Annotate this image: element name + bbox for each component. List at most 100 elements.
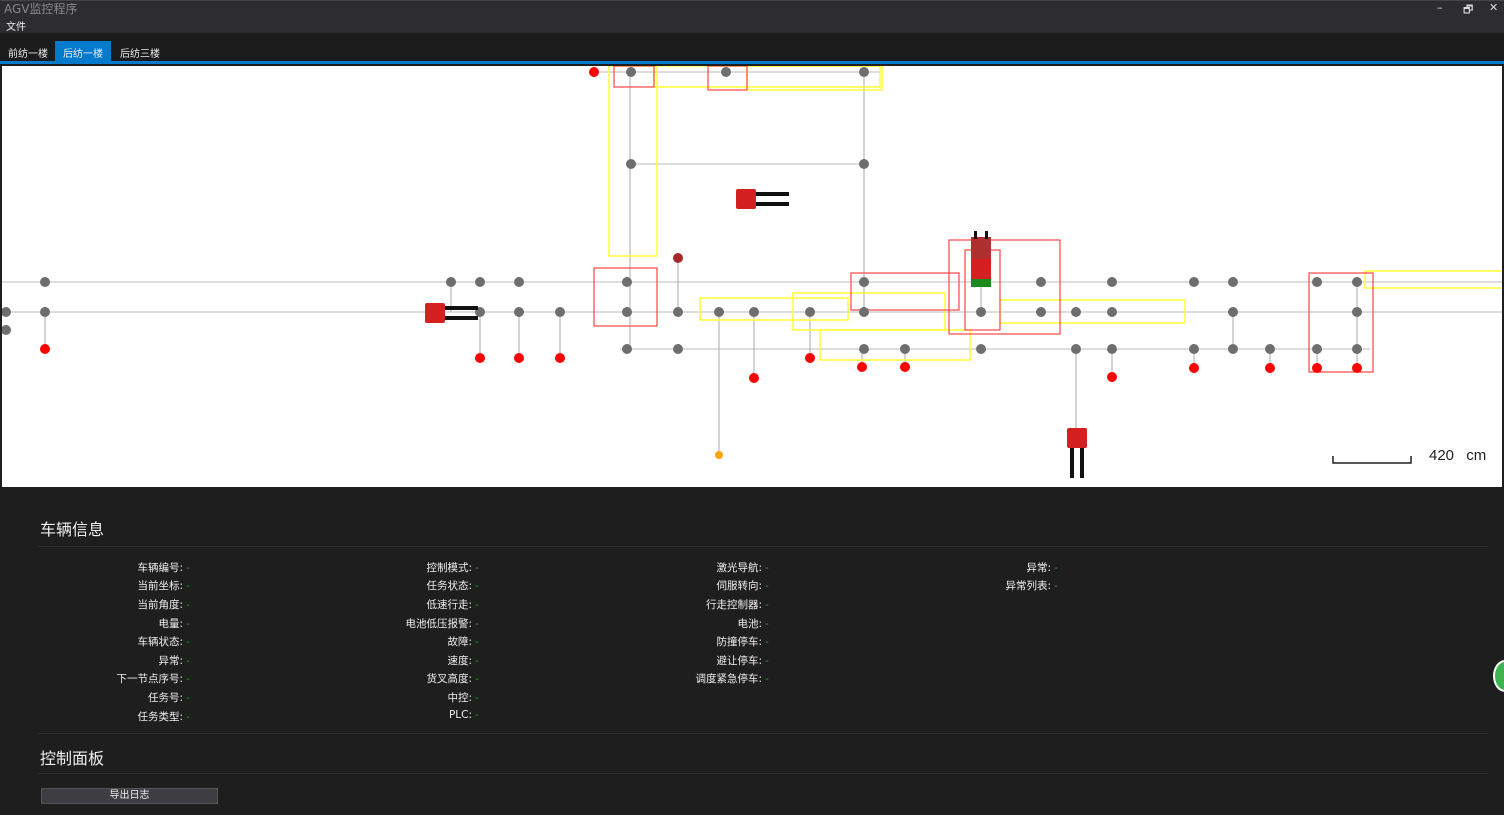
map-node — [859, 159, 869, 169]
info-value: - — [475, 580, 479, 592]
export-log-button[interactable]: 导出日志 — [41, 788, 218, 804]
map-node — [805, 307, 815, 317]
info-label: 行走控制器: — [705, 599, 762, 611]
station-node — [555, 353, 565, 363]
map-node-orange — [715, 451, 723, 459]
menu-bar: 文件 — [0, 16, 1504, 33]
info-value: - — [186, 711, 190, 723]
info-value: - — [475, 692, 479, 704]
map-node — [673, 307, 683, 317]
info-value: - — [186, 636, 190, 648]
info-row: 电池低压报警: - — [352, 616, 478, 631]
info-row: 控制模式: - — [352, 560, 478, 575]
info-value: - — [186, 655, 190, 667]
info-row: 防撞停车: - — [642, 634, 768, 649]
info-label: 异常: — [1026, 562, 1051, 574]
map-node — [1312, 277, 1322, 287]
info-label: 激光导航: — [716, 562, 762, 574]
info-label: 避让停车: — [716, 655, 762, 667]
red-zone — [707, 66, 748, 91]
info-value: - — [186, 618, 190, 630]
info-label: 调度紧急停车: — [695, 673, 762, 685]
tab-back-floor1[interactable]: 后纺一楼 — [55, 41, 111, 61]
close-button[interactable]: ✕ — [1489, 1, 1499, 14]
map-node — [859, 277, 869, 287]
agv-fork — [445, 306, 478, 310]
info-label: 故障: — [447, 636, 472, 648]
info-value: - — [765, 673, 769, 685]
info-row: 电池: - — [642, 616, 768, 631]
map-node — [859, 307, 869, 317]
info-row: 车辆编号: - — [63, 560, 189, 575]
agv-load — [971, 237, 991, 259]
map-node — [1036, 277, 1046, 287]
info-label: 任务状态: — [426, 580, 472, 592]
info-label: 当前坐标: — [137, 580, 183, 592]
minimize-button[interactable]: – — [1437, 1, 1443, 14]
agv-vehicle — [425, 303, 445, 323]
yellow-zone — [699, 297, 849, 321]
info-row: 异常: - — [63, 653, 190, 668]
agv-vehicle — [1067, 428, 1087, 448]
info-label: 中控: — [447, 692, 472, 704]
station-node — [589, 67, 599, 77]
title-bar: AGV监控程序 – 🗗 ✕ — [0, 0, 1504, 16]
station-node — [1352, 363, 1362, 373]
map-node — [1352, 344, 1362, 354]
agv-fork — [974, 231, 977, 239]
restore-button[interactable]: 🗗 — [1463, 3, 1474, 16]
info-row: 避让停车: - — [642, 653, 769, 668]
station-node — [1107, 372, 1117, 382]
side-toggle-button[interactable] — [1493, 660, 1504, 692]
info-value: - — [475, 655, 479, 667]
map-node — [673, 344, 683, 354]
info-row: 电量: - — [63, 616, 190, 631]
info-row: 异常: - — [931, 560, 1057, 575]
tab-back-floor3[interactable]: 后纺三楼 — [120, 49, 160, 60]
station-node — [900, 362, 910, 372]
map-canvas[interactable] — [2, 66, 1502, 487]
agv-fork — [756, 192, 789, 196]
map-node — [2, 325, 11, 335]
floor-tabs: 前纺一楼 后纺一楼 后纺三楼 — [0, 33, 1504, 61]
station-node — [1189, 363, 1199, 373]
agv-vehicle — [971, 259, 991, 279]
map-node — [976, 344, 986, 354]
agv-map[interactable]: 420 cm — [2, 66, 1502, 487]
info-label: 控制模式: — [426, 562, 472, 574]
info-row: 故障: - — [352, 634, 478, 649]
info-value: - — [475, 599, 479, 611]
info-row: 当前角度: - — [63, 597, 189, 612]
tab-front-floor1[interactable]: 前纺一楼 — [8, 49, 48, 60]
info-value: - — [475, 709, 479, 721]
info-row: 任务类型: - — [63, 709, 190, 724]
info-row: 下一节点序号: - — [63, 671, 189, 686]
info-row: 任务状态: - — [352, 578, 479, 593]
info-value: - — [765, 562, 769, 574]
red-zone — [593, 267, 658, 327]
map-node — [1107, 307, 1117, 317]
map-node — [721, 67, 731, 77]
map-node — [1352, 307, 1362, 317]
info-value: - — [765, 655, 769, 667]
station-node — [857, 362, 867, 372]
agv-battery — [971, 279, 991, 287]
info-row: PLC: - — [352, 709, 479, 721]
info-label: 下一节点序号: — [116, 673, 183, 685]
menu-file[interactable]: 文件 — [6, 22, 26, 33]
map-node — [976, 307, 986, 317]
info-value: - — [765, 580, 769, 592]
info-label: 当前角度: — [137, 599, 183, 611]
map-node — [749, 307, 759, 317]
info-label: 任务号: — [147, 692, 183, 704]
info-label: 伺服转向: — [716, 580, 762, 592]
yellow-zone — [653, 66, 881, 88]
info-row: 伺服转向: - — [642, 578, 769, 593]
info-label: 异常列表: — [1005, 580, 1051, 592]
map-node — [1228, 344, 1238, 354]
map-node — [622, 344, 632, 354]
red-zone — [850, 272, 960, 311]
map-node — [1352, 277, 1362, 287]
map-node — [475, 277, 485, 287]
info-row: 异常列表: - — [931, 578, 1057, 593]
